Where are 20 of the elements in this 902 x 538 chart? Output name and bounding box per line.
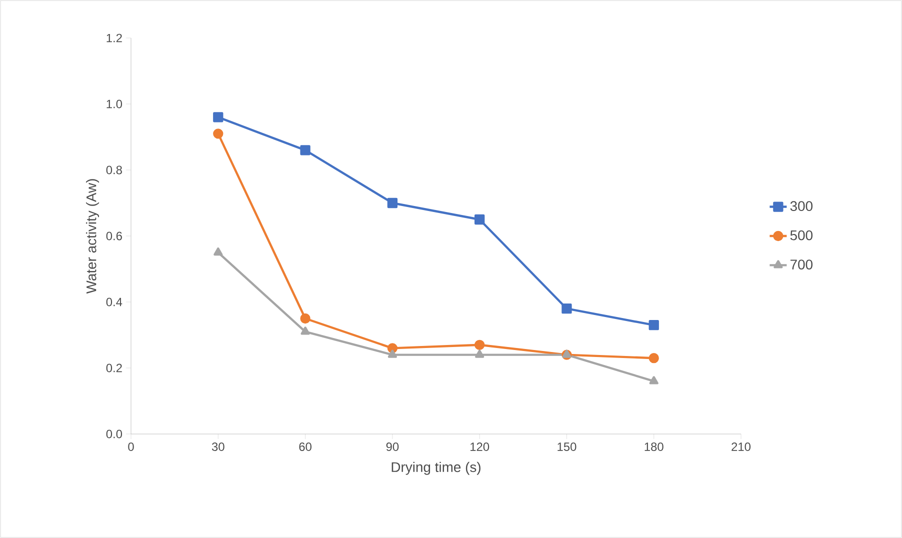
x-tick-label: 60 bbox=[299, 442, 312, 451]
x-tick-label: 210 bbox=[732, 442, 751, 451]
y-tick-label: 0.4 bbox=[106, 298, 122, 306]
y-tick-label: 1.2 bbox=[106, 34, 122, 42]
y-tick-label: 0.6 bbox=[106, 232, 122, 240]
y-tick-label: 0.8 bbox=[106, 166, 122, 174]
y-tick-label: 0.0 bbox=[106, 430, 122, 438]
x-tick-label: 120 bbox=[470, 442, 490, 451]
y-axis-title: Water activity (Aw) bbox=[86, 179, 100, 294]
legend-label: 300 bbox=[790, 201, 813, 212]
x-tick-label: 180 bbox=[644, 442, 664, 451]
x-axis-title: Drying time (s) bbox=[392, 462, 480, 475]
y-tick-label: 1.0 bbox=[106, 100, 122, 108]
x-tick-label: 30 bbox=[212, 442, 224, 451]
legend-label: 500 bbox=[790, 230, 813, 240]
x-tick-label: 0 bbox=[128, 442, 134, 451]
y-tick-label: 0.2 bbox=[106, 364, 122, 372]
legend-label: 700 bbox=[790, 260, 813, 270]
x-tick-label: 90 bbox=[386, 442, 399, 451]
x-tick-label: 150 bbox=[558, 442, 576, 451]
